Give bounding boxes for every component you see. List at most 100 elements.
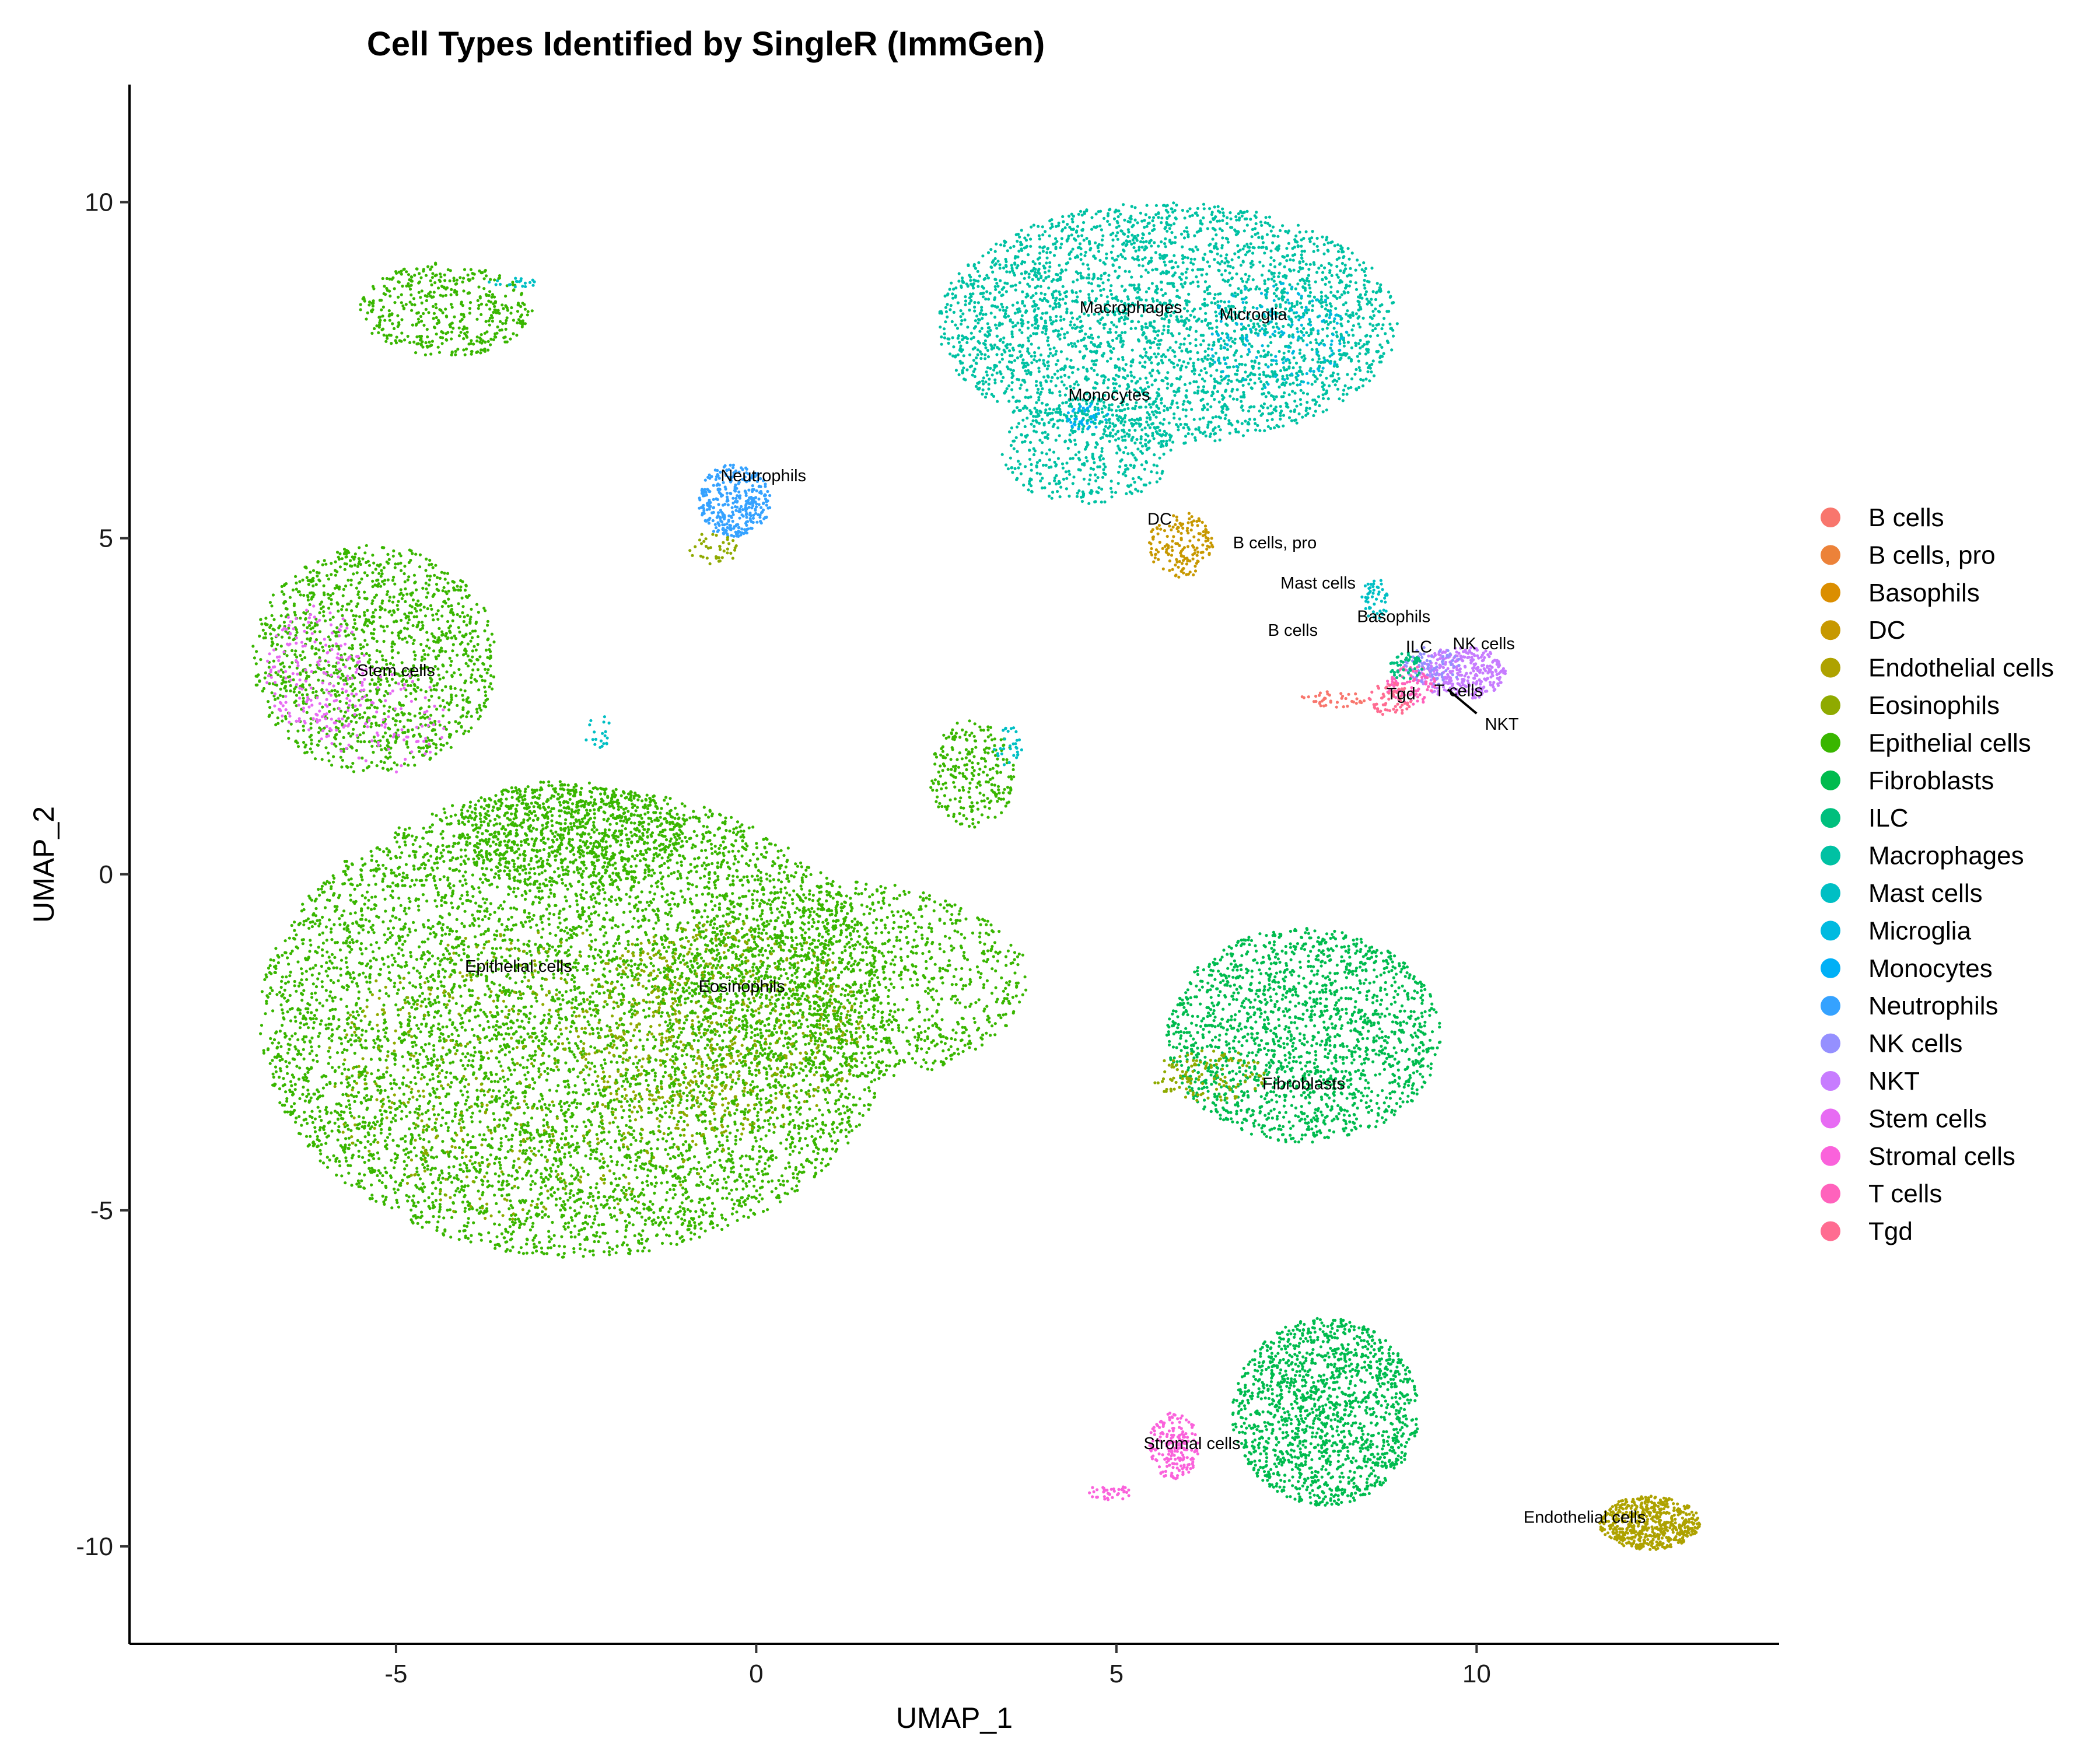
- data-point: [407, 897, 411, 900]
- data-point: [598, 1235, 602, 1238]
- data-point: [402, 1065, 405, 1068]
- data-point: [579, 1102, 582, 1105]
- data-point: [531, 1180, 534, 1183]
- data-point: [351, 1074, 354, 1077]
- data-point: [538, 1241, 541, 1244]
- data-point: [498, 876, 501, 880]
- data-point: [516, 939, 520, 942]
- data-point: [585, 928, 589, 932]
- data-point: [461, 1170, 466, 1173]
- data-point: [685, 876, 689, 880]
- data-point: [422, 827, 425, 830]
- data-point: [616, 1026, 620, 1030]
- data-point: [374, 1199, 378, 1203]
- data-point: [666, 1133, 670, 1136]
- data-point: [694, 1210, 698, 1213]
- data-point: [704, 903, 708, 907]
- data-point: [689, 863, 692, 866]
- data-point: [299, 967, 303, 971]
- data-point: [789, 1112, 792, 1116]
- data-point: [345, 1105, 348, 1108]
- data-point: [377, 1169, 380, 1172]
- data-point: [603, 1195, 607, 1199]
- data-point: [305, 978, 309, 981]
- data-point: [657, 919, 660, 922]
- data-point: [271, 1041, 274, 1045]
- data-point: [493, 937, 497, 941]
- data-point: [737, 1024, 741, 1028]
- data-point: [587, 1023, 591, 1027]
- data-point: [640, 1237, 643, 1241]
- data-point: [272, 1075, 275, 1079]
- data-point: [643, 876, 647, 879]
- data-point: [554, 1159, 558, 1163]
- data-point: [444, 1006, 448, 1009]
- data-point: [617, 925, 620, 929]
- data-point: [293, 1032, 297, 1035]
- data-point: [403, 840, 407, 844]
- data-point: [614, 1177, 618, 1181]
- data-point: [673, 1156, 677, 1160]
- data-point: [313, 1117, 317, 1121]
- data-point: [883, 1028, 887, 1031]
- data-point: [726, 1106, 730, 1110]
- data-point: [495, 1005, 498, 1009]
- data-point: [398, 856, 402, 859]
- data-point: [399, 1025, 403, 1028]
- data-point: [359, 1019, 363, 1023]
- data-point: [787, 880, 790, 883]
- data-point: [316, 1059, 319, 1063]
- data-point: [593, 1217, 597, 1221]
- data-point: [647, 979, 651, 983]
- data-point: [408, 1111, 412, 1114]
- data-point: [757, 953, 761, 957]
- data-point: [808, 1070, 812, 1073]
- data-point: [379, 1131, 383, 1135]
- data-point: [653, 1191, 656, 1195]
- data-point: [853, 1009, 857, 1012]
- data-point: [530, 1116, 534, 1120]
- data-point: [533, 1059, 537, 1062]
- data-point: [523, 975, 527, 979]
- data-point: [436, 957, 440, 960]
- data-point: [464, 1045, 467, 1048]
- data-point: [391, 890, 394, 893]
- data-point: [824, 939, 828, 943]
- data-point: [438, 963, 442, 967]
- data-point: [516, 1019, 519, 1022]
- data-point: [779, 887, 783, 891]
- data-point: [713, 850, 717, 853]
- data-point: [564, 990, 568, 993]
- data-point: [840, 1093, 844, 1096]
- data-point: [811, 1124, 814, 1128]
- data-point: [572, 980, 576, 984]
- data-point: [523, 1111, 526, 1115]
- data-point: [776, 849, 780, 853]
- data-point: [389, 1175, 393, 1180]
- data-point: [782, 1180, 785, 1183]
- data-point: [738, 1172, 742, 1176]
- data-point: [355, 1094, 358, 1098]
- data-point: [356, 1139, 359, 1142]
- data-point: [758, 1145, 761, 1149]
- data-point: [685, 1107, 689, 1110]
- data-point: [306, 1007, 310, 1010]
- data-point: [887, 1002, 890, 1005]
- data-point: [593, 897, 597, 900]
- data-point: [419, 975, 423, 978]
- data-point: [819, 958, 822, 962]
- data-point: [844, 1087, 848, 1090]
- data-point: [867, 1008, 871, 1012]
- data-point: [389, 1082, 393, 1086]
- data-point: [505, 1135, 508, 1138]
- data-point: [706, 1054, 710, 1057]
- data-point: [431, 1002, 435, 1006]
- data-point: [373, 1116, 377, 1119]
- data-point: [720, 1213, 723, 1217]
- data-point: [511, 1106, 514, 1110]
- data-point: [821, 956, 825, 959]
- data-point: [598, 992, 601, 995]
- data-point: [285, 1097, 289, 1100]
- data-point: [369, 991, 372, 994]
- data-point: [396, 1153, 400, 1157]
